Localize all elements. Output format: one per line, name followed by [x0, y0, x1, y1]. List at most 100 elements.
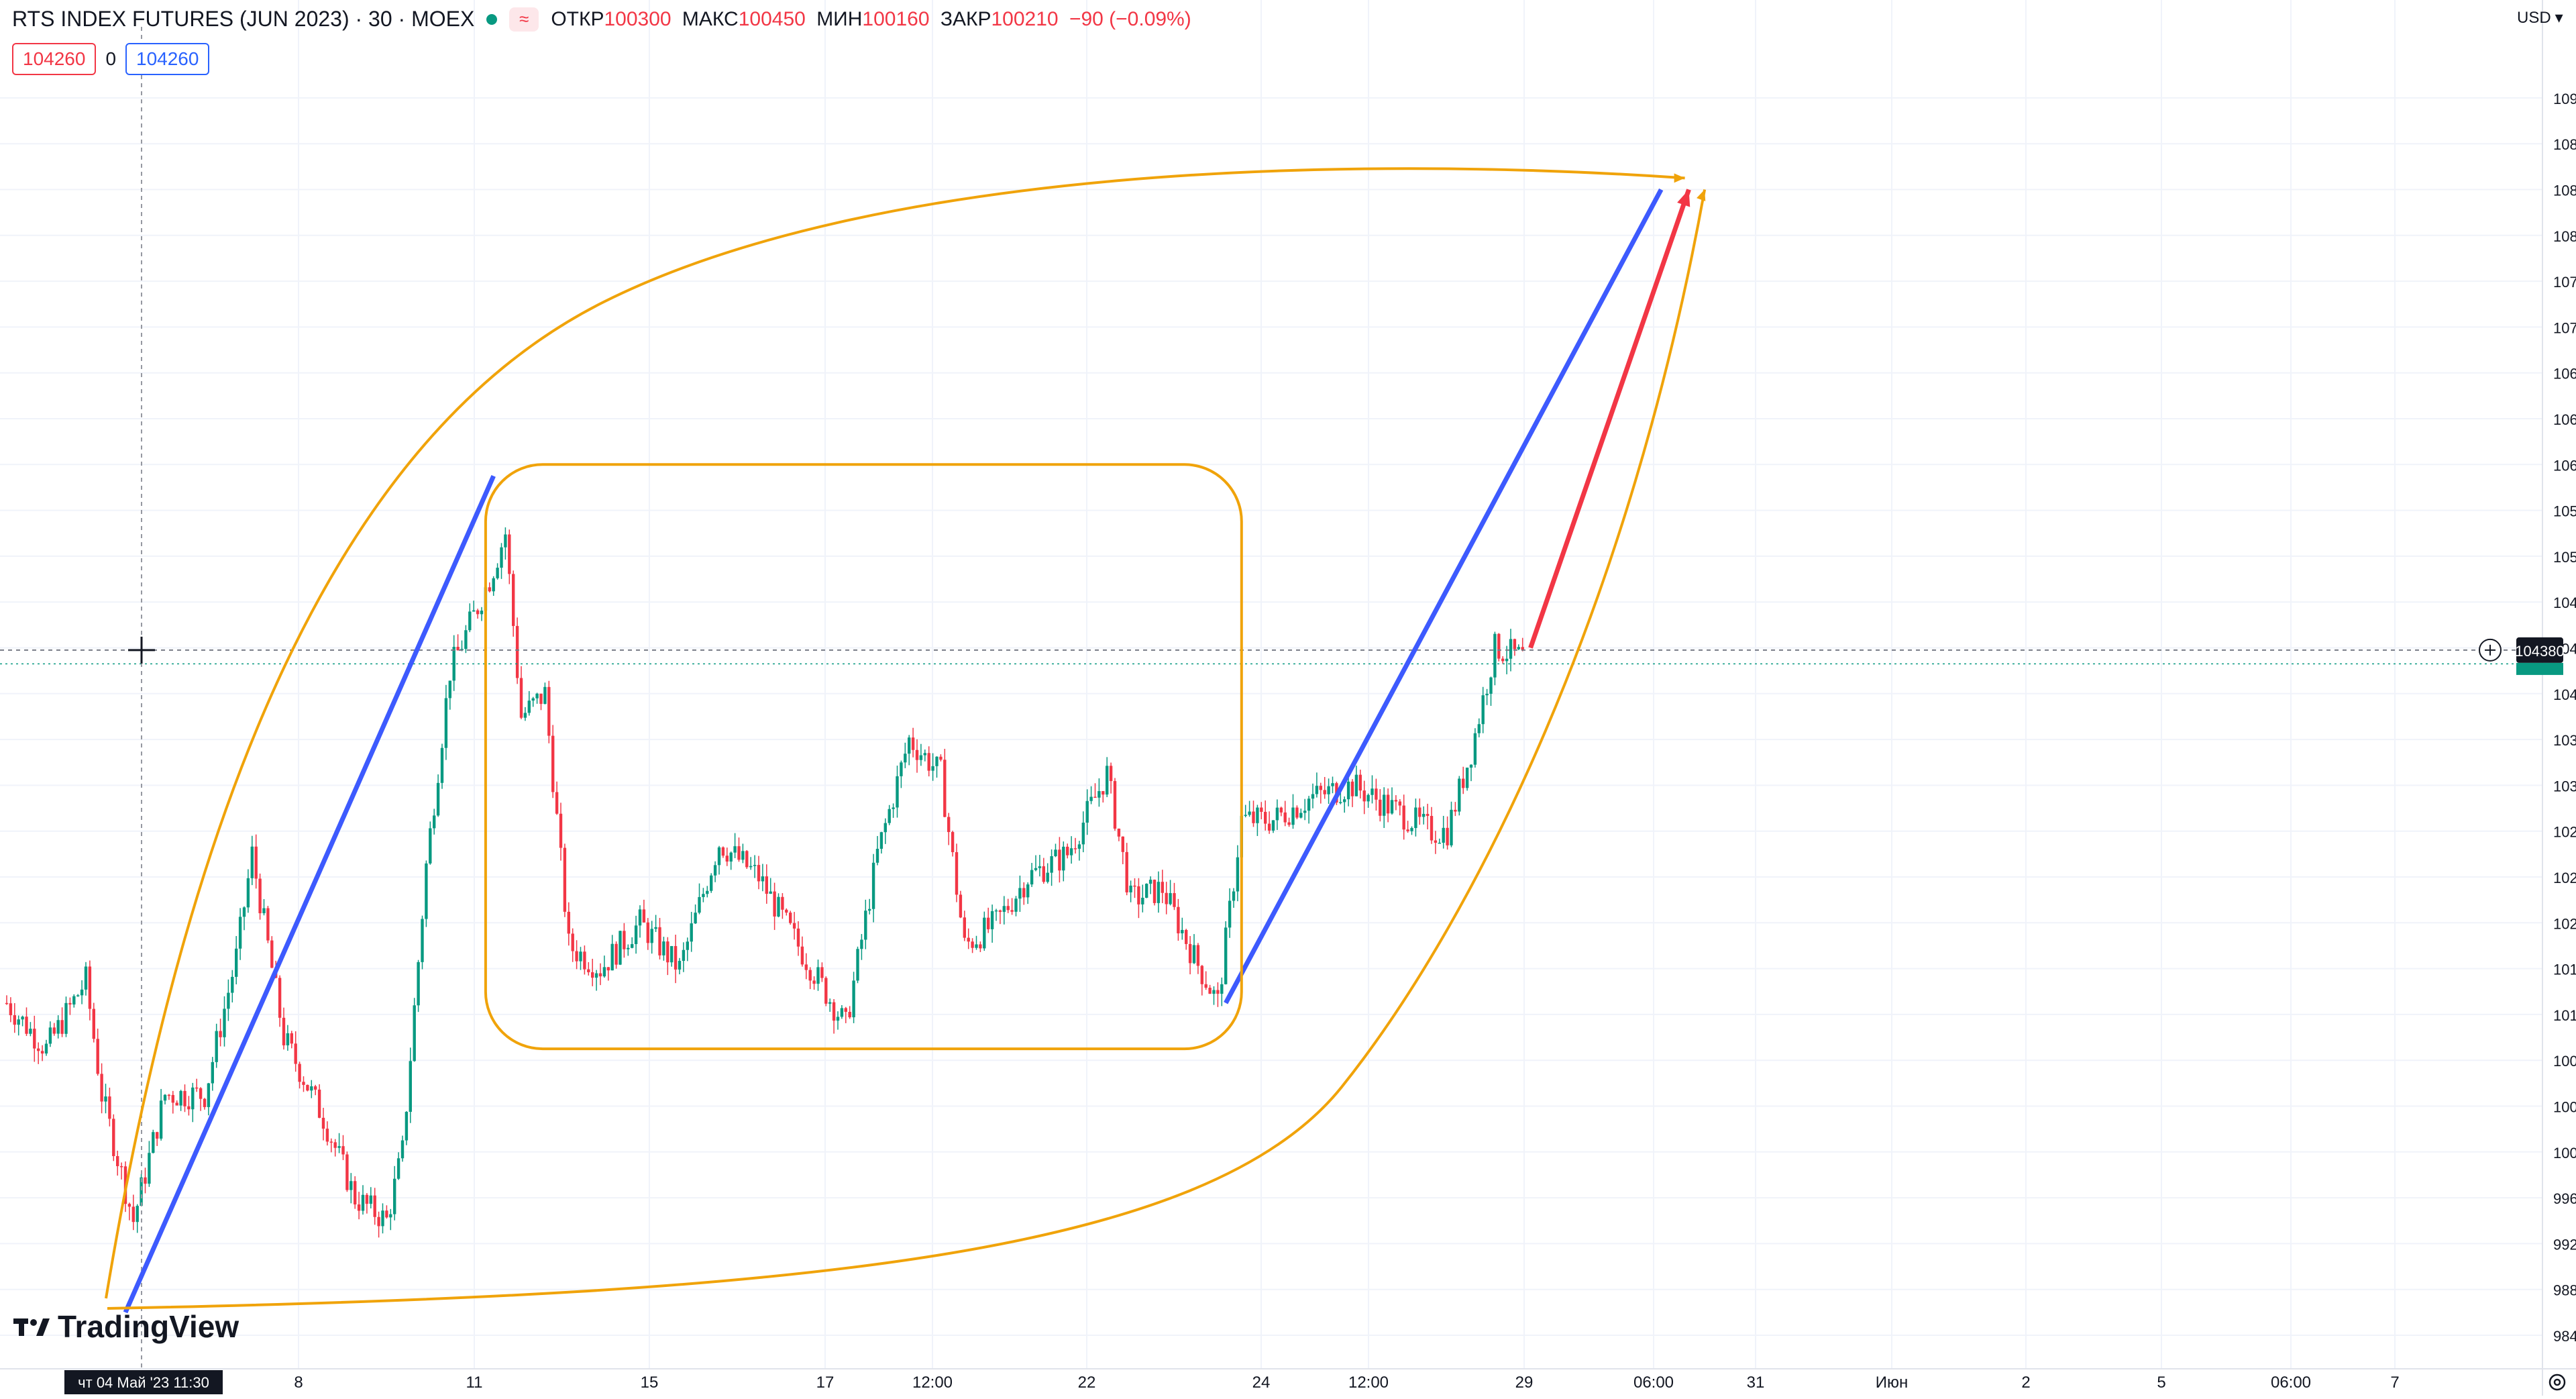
candle-body — [508, 534, 511, 574]
candle-body — [931, 766, 934, 771]
candle-body — [594, 973, 598, 978]
candle-body — [666, 941, 669, 963]
symbol-title[interactable]: RTS INDEX FUTURES (JUN 2023) · 30 · MOEX — [12, 7, 475, 31]
drawings[interactable] — [0, 27, 2542, 1369]
candle-body — [1204, 984, 1208, 988]
candle-body — [662, 941, 665, 955]
candles — [5, 527, 1524, 1238]
candle-body — [377, 1216, 380, 1227]
crosshair-time-label: чт 04 Май '23 11:30 — [78, 1374, 209, 1391]
candle-body — [1394, 800, 1398, 802]
candle-body — [369, 1195, 372, 1204]
candle-body — [238, 917, 242, 949]
candle-body — [642, 909, 646, 923]
candle-body — [785, 909, 788, 913]
candle-body — [721, 847, 725, 856]
tradingview-logo[interactable]: TradingView — [13, 1308, 239, 1345]
candle-body — [60, 1020, 64, 1034]
candle-body — [242, 907, 246, 917]
y-tick-label: 104800 — [2553, 594, 2576, 611]
candle-body — [698, 896, 701, 913]
x-tick-label: 31 — [1747, 1374, 1765, 1392]
candle-body — [472, 610, 476, 612]
candle-body — [1398, 801, 1401, 806]
candle-body — [1430, 816, 1434, 841]
candle-body — [400, 1140, 405, 1159]
candle-body — [290, 1033, 293, 1044]
candle-body — [710, 875, 713, 891]
candle-body — [1185, 929, 1188, 944]
candle-body — [729, 852, 733, 862]
y-tick-label: 103200 — [2553, 778, 2576, 794]
candle-body — [828, 1002, 832, 1004]
candle-body — [1106, 766, 1109, 795]
candle-body — [1418, 807, 1421, 817]
candle-body — [610, 943, 614, 971]
tradingview-logo-text: TradingView — [58, 1309, 239, 1344]
candle-body — [638, 909, 642, 926]
candle-body — [48, 1027, 52, 1044]
blue-trendline[interactable] — [1224, 188, 1664, 1004]
gear-icon[interactable] — [2548, 1374, 2566, 1391]
candle-body — [425, 863, 428, 919]
candle-body — [56, 1020, 60, 1034]
y-tick-label: 108400 — [2553, 183, 2576, 199]
candle-body — [440, 747, 444, 783]
candle-body — [908, 737, 911, 754]
approx-badge-icon[interactable]: ≈ — [509, 7, 539, 32]
candle-body — [706, 890, 709, 894]
candle-body — [994, 910, 998, 912]
candle-body — [1188, 943, 1192, 964]
x-tick-label: 12:00 — [912, 1374, 953, 1392]
candle-body — [385, 1210, 388, 1218]
candle-body — [33, 1029, 36, 1049]
orange-curve-arrow[interactable] — [105, 167, 1685, 1299]
candle-body — [1331, 783, 1334, 786]
plus-circle-icon[interactable] — [2479, 638, 2502, 662]
candle-body — [634, 925, 638, 945]
candle-body — [496, 568, 499, 578]
candle-body — [523, 713, 527, 718]
currency-selector[interactable]: USD ▾ — [2517, 8, 2563, 28]
trade-buttons: 104260 0 104260 — [12, 43, 210, 75]
candle-body — [492, 578, 495, 592]
candle-body — [631, 944, 634, 948]
buy-price-button[interactable]: 104260 — [125, 43, 210, 75]
candle-body — [1248, 811, 1251, 815]
y-tick-label: 105200 — [2553, 549, 2576, 566]
candle-body — [1402, 805, 1405, 830]
candle-body — [535, 693, 539, 698]
candle-body — [1446, 827, 1449, 845]
x-tick-label: 29 — [1515, 1374, 1534, 1392]
candle-body — [725, 856, 729, 862]
candle-body — [1473, 733, 1477, 765]
candle-body — [354, 1181, 357, 1205]
red-arrow-line[interactable] — [1528, 189, 1691, 649]
candle-body — [1271, 820, 1275, 831]
orange-consolidation-box[interactable] — [484, 463, 1243, 1051]
price-change: −90 (−0.09%) — [1069, 7, 1191, 30]
candle-body — [808, 970, 812, 981]
candle-body — [329, 1141, 333, 1143]
sell-price-button[interactable]: 104260 — [12, 43, 97, 75]
candle-body — [551, 735, 555, 792]
orange-curve-arrowhead — [1697, 189, 1706, 201]
candle-body — [452, 647, 455, 681]
candle-body — [919, 755, 923, 760]
candle-body — [207, 1083, 211, 1107]
candle-body — [235, 948, 238, 977]
candle-body — [789, 913, 792, 923]
x-tick-label: 12:00 — [1348, 1374, 1389, 1392]
candle-body — [702, 894, 705, 897]
orange-curve-arrow[interactable] — [107, 189, 1707, 1310]
y-tick-label: 104000 — [2553, 686, 2576, 703]
candle-body — [678, 961, 682, 970]
candle-body — [674, 945, 678, 970]
y-tick-label: 100400 — [2553, 1099, 2576, 1116]
blue-trendline[interactable] — [123, 474, 496, 1314]
candle-body — [1133, 885, 1136, 887]
candle-body — [713, 865, 717, 876]
candle-body — [927, 753, 930, 771]
